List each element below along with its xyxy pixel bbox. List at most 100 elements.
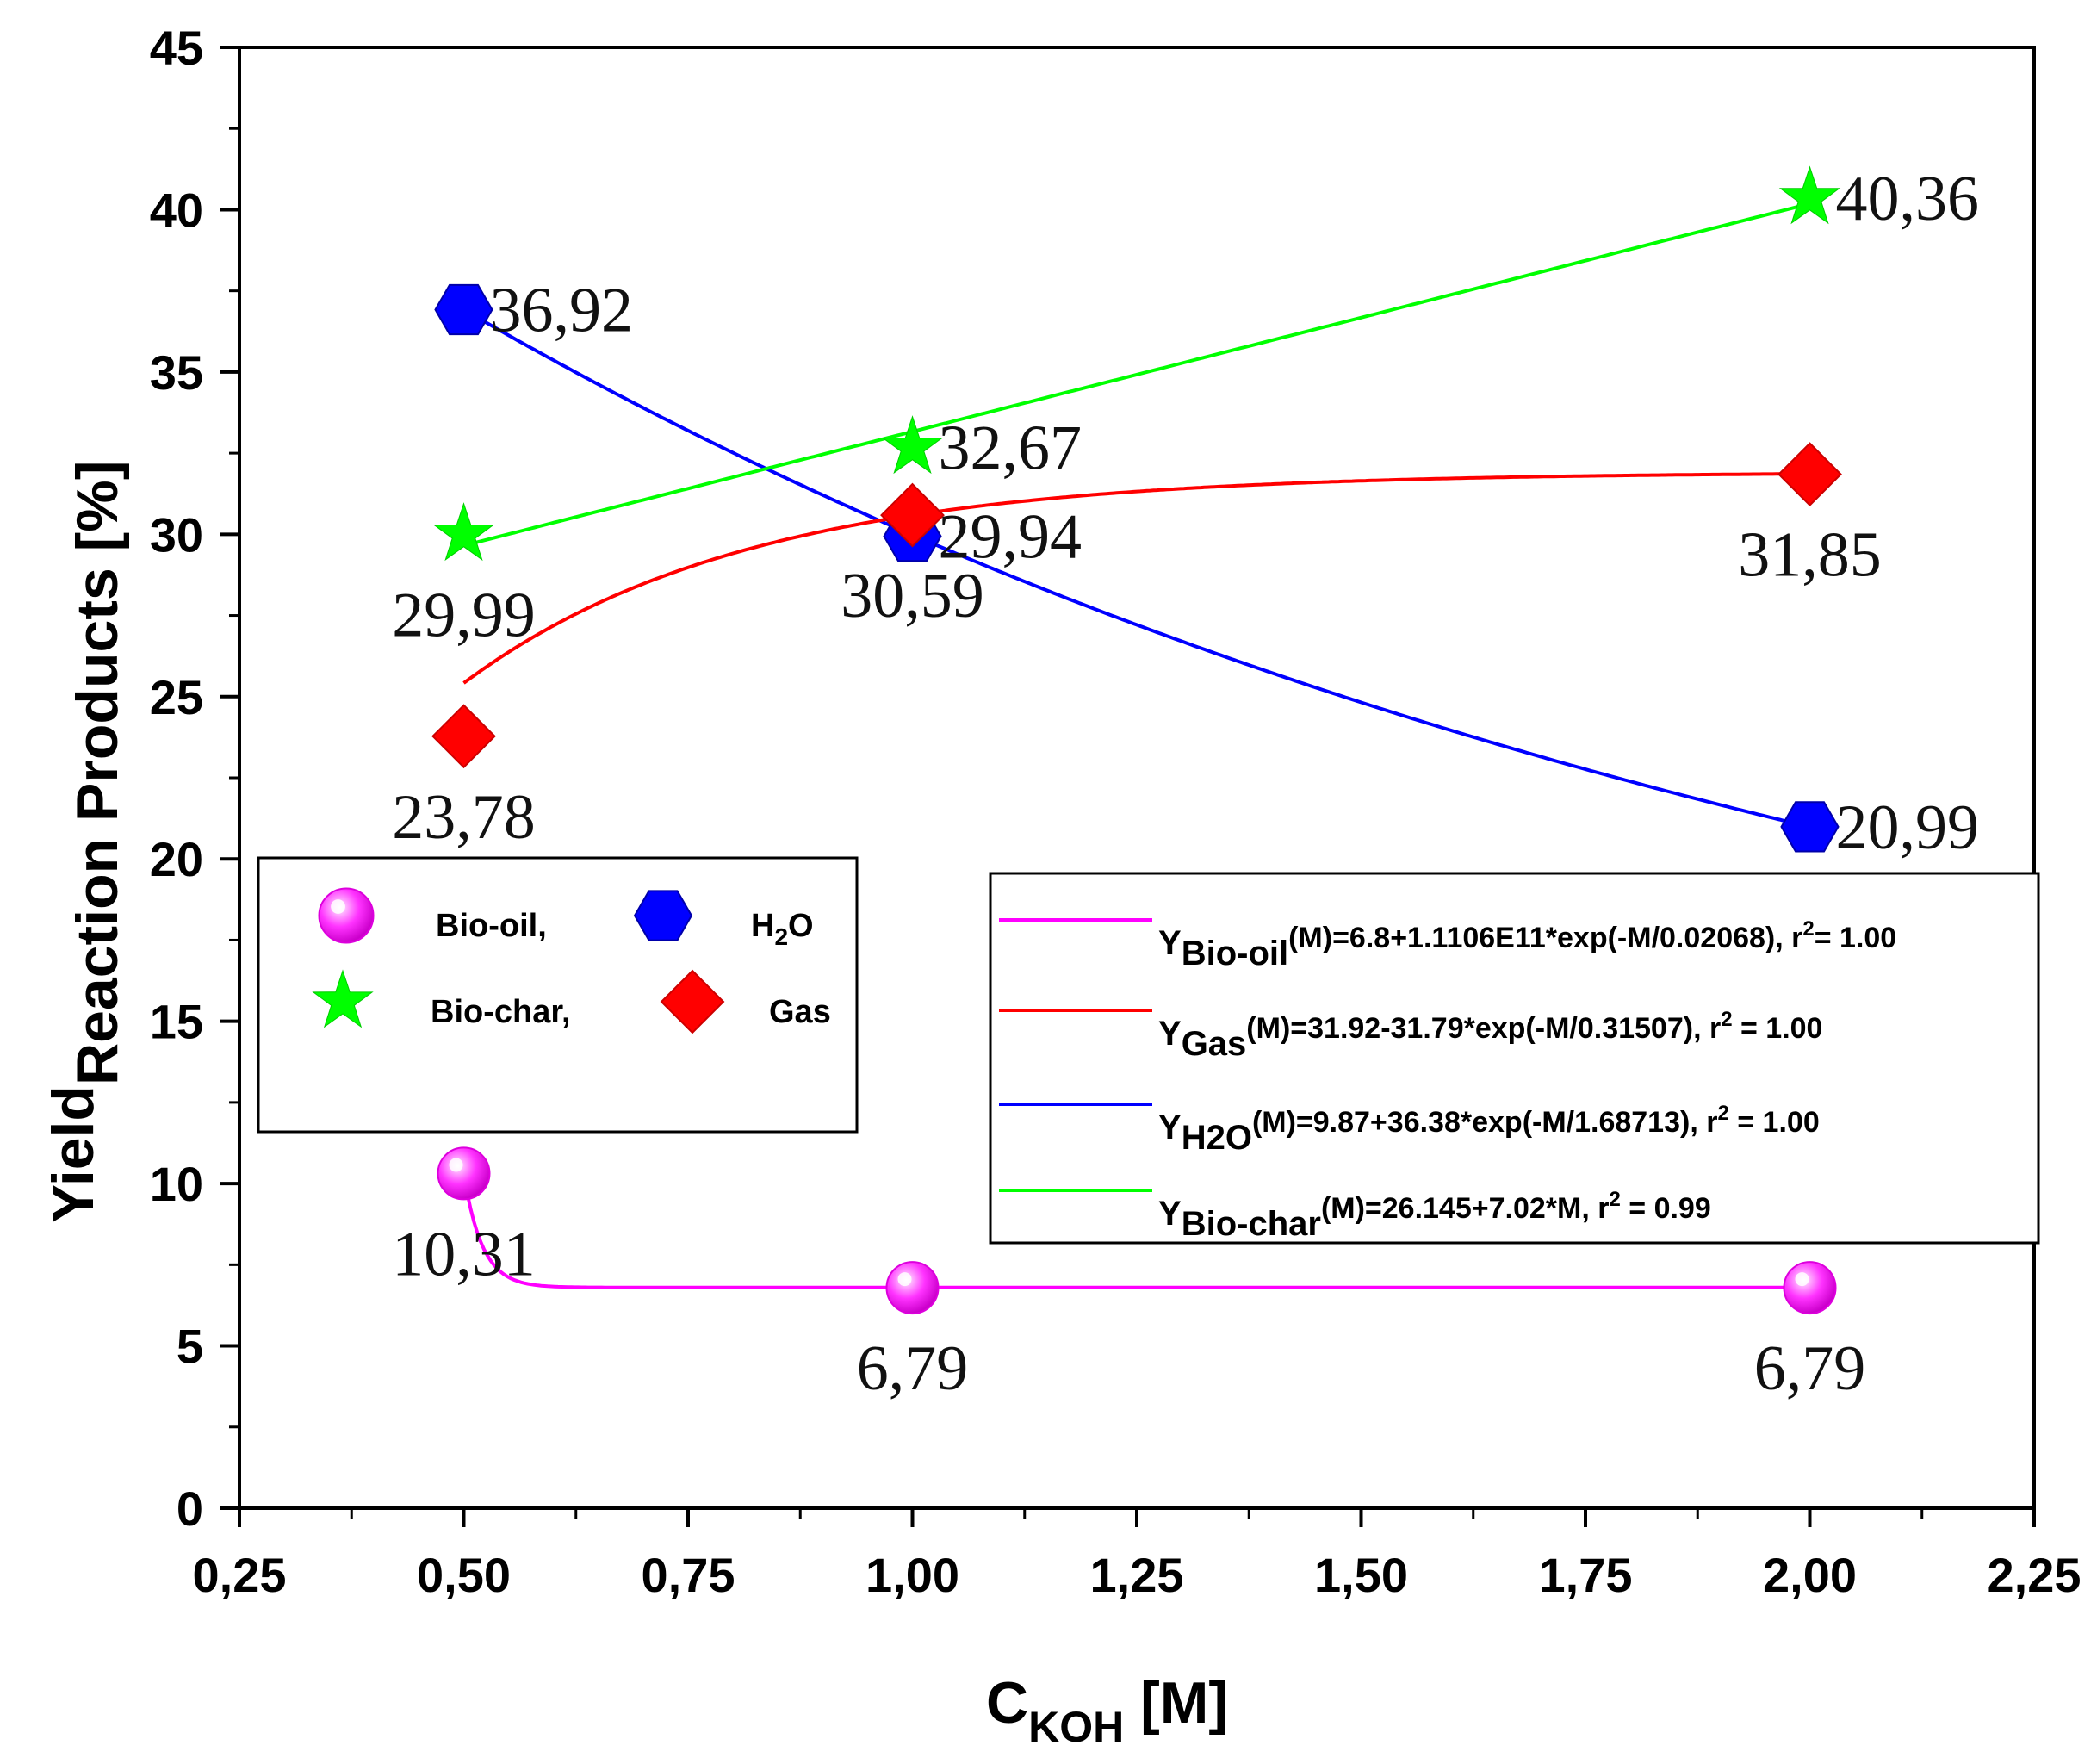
- y-tick-label: 25: [150, 670, 203, 724]
- legend-equation-end: = 1.00: [1815, 922, 1896, 954]
- sphere-highlight: [897, 1272, 912, 1287]
- marker-biochar-2: [1778, 165, 1841, 225]
- legend-equation-body: (M)=26.145+7.02*M, r: [1321, 1192, 1610, 1225]
- x-tick-label: 1,25: [1090, 1548, 1184, 1602]
- y-axis-title-text: YieldReaction Products [%]: [40, 461, 130, 1223]
- marker-gas-0: [431, 704, 496, 769]
- y-axis-title: YieldReaction Products [%]: [40, 461, 130, 1223]
- legend-label-h2o-h: H: [751, 908, 774, 944]
- legend-equation-sup: 2: [1609, 1188, 1620, 1211]
- legend-label-bio-char: Bio-char,: [431, 994, 571, 1030]
- x-tick-label: 1,50: [1314, 1548, 1408, 1602]
- x-axis-title-unit: [M]: [1124, 1670, 1228, 1736]
- fit-curve-biooil: [462, 1173, 1810, 1289]
- marker-biooil-2: [1783, 1261, 1837, 1315]
- marker-h2o-2: [1780, 801, 1840, 853]
- x-tick-label: 1,00: [865, 1548, 959, 1602]
- marker-h2o-0: [434, 283, 493, 336]
- legend-equation-sub: Bio-oil: [1182, 935, 1288, 972]
- y-axis-title-prefix: Yield: [40, 1085, 106, 1223]
- x-tick-label: 2,00: [1763, 1548, 1857, 1602]
- y-tick-label: 15: [150, 995, 203, 1049]
- legend-equation-end: = 1.00: [1733, 1012, 1823, 1045]
- legend-marker-bio-oil: [318, 887, 375, 944]
- data-markers: [431, 165, 1842, 1315]
- data-label-gas-2: 31,85: [1738, 520, 1882, 591]
- sphere-highlight: [1795, 1272, 1809, 1287]
- x-axis-title: CKOH [M]: [986, 1670, 1228, 1751]
- legend-label-bio-oil: Bio-oil,: [436, 908, 547, 944]
- marker-biochar-0: [432, 502, 495, 562]
- marker-biochar-1: [881, 415, 944, 475]
- legend-equation-y: Y: [1158, 1015, 1182, 1053]
- x-tick-label: 0,25: [193, 1548, 287, 1602]
- data-label-gas-1: 30,59: [841, 561, 984, 631]
- y-tick-label: 10: [150, 1157, 203, 1211]
- x-axis-title-main: C: [986, 1670, 1028, 1736]
- y-tick-label: 40: [150, 183, 203, 237]
- fit-curves: [462, 202, 1810, 1289]
- y-tick-label: 0: [177, 1481, 203, 1536]
- legend-equation-body: (M)=9.87+36.38*exp(-M/1.68713), r: [1252, 1106, 1718, 1139]
- fit-curve-biochar: [463, 202, 1810, 548]
- sphere-body: [885, 1261, 940, 1315]
- x-tick-label: 1,75: [1539, 1548, 1633, 1602]
- legend-marker-gas: [660, 969, 725, 1034]
- axes: 0,25 0,50 0,75 1,00 1,25 1,50 1,75 2,00 2,25 0 5 10…: [40, 21, 2081, 1751]
- data-label-h2o-0: 36,92: [490, 276, 634, 346]
- fit-curve-gas: [462, 472, 1810, 685]
- sphere-body: [1783, 1261, 1837, 1315]
- legend-marker-h2o: [633, 890, 693, 941]
- legend-equation-body: (M)=31.92-31.79*exp(-M/0.31507), r: [1246, 1012, 1721, 1045]
- marker-biooil-1: [885, 1261, 940, 1315]
- legend-equation-0: YBio-oil(M)=6.8+1.1106E11*exp(-M/0.02068…: [1158, 917, 1896, 972]
- legend-equation-sup: 2: [1802, 917, 1814, 941]
- legend-label-h2o: H2O: [751, 908, 814, 950]
- data-label-biooil-1: 6,79: [857, 1333, 969, 1404]
- legend-equation-1: YGas(M)=31.92-31.79*exp(-M/0.31507), r2 …: [1158, 1008, 1822, 1063]
- y-tick-label: 35: [150, 345, 203, 400]
- data-label-h2o-1: 29,94: [939, 502, 1083, 573]
- y-tick-label: 5: [177, 1320, 203, 1374]
- legend-equation-sub: Bio-char: [1182, 1205, 1321, 1243]
- x-tick-label: 0,50: [417, 1548, 511, 1602]
- legend-equation-y: Y: [1158, 1195, 1182, 1233]
- sphere-highlight: [449, 1158, 463, 1172]
- x-axis-title-sub: KOH: [1028, 1703, 1124, 1751]
- legend-equation-y: Y: [1158, 1109, 1182, 1146]
- x-tick-label: 2,25: [1988, 1548, 2081, 1602]
- data-label-gas-0: 23,78: [392, 782, 536, 853]
- legend-label-h2o-o: O: [788, 908, 814, 944]
- sphere-highlight: [331, 899, 345, 914]
- y-tick-label: 30: [150, 507, 203, 562]
- data-label-biooil-2: 6,79: [1754, 1333, 1866, 1404]
- marker-gas-2: [1777, 442, 1842, 507]
- legend-equation-end: = 0.99: [1621, 1192, 1711, 1225]
- data-label-biooil-0: 10,31: [392, 1219, 536, 1289]
- legend-equation-sup: 2: [1717, 1102, 1728, 1125]
- legend-label-h2o-sub: 2: [774, 923, 788, 950]
- marker-biooil-0: [437, 1146, 491, 1201]
- x-tick-label: 0,75: [642, 1548, 735, 1602]
- legend-equation-sub: Gas: [1182, 1025, 1247, 1063]
- fit-curve-h2o: [462, 307, 1810, 829]
- data-label-h2o-2: 20,99: [1836, 792, 1980, 863]
- equation-legend-box: [989, 872, 2040, 1245]
- legend-equation-2: YH2O(M)=9.87+36.38*exp(-M/1.68713), r2 =…: [1158, 1102, 1820, 1157]
- legend-equation-sup: 2: [1721, 1008, 1732, 1031]
- marker-gas-1: [880, 482, 945, 548]
- legend-marker-bio-char: [312, 969, 374, 1028]
- data-label-biochar-0: 29,99: [392, 581, 536, 651]
- y-tick-label: 45: [150, 21, 203, 75]
- sphere-body: [437, 1146, 491, 1201]
- legend-equation-end: = 1.00: [1729, 1106, 1820, 1139]
- legend-equation-sub: H2O: [1182, 1119, 1252, 1157]
- sphere-body: [318, 887, 375, 944]
- data-label-biochar-1: 32,67: [939, 413, 1083, 484]
- data-label-biochar-2: 40,36: [1836, 164, 1980, 234]
- legend-equation-3: YBio-char(M)=26.145+7.02*M, r2 = 0.99: [1158, 1188, 1711, 1243]
- legend-equation-body: (M)=6.8+1.1106E11*exp(-M/0.02068), r: [1288, 922, 1802, 954]
